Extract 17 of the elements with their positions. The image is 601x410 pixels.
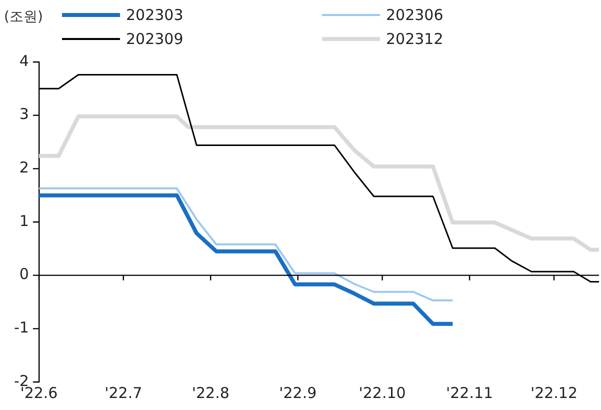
legend-label: 202312 xyxy=(386,30,444,48)
y-tick-label: -1 xyxy=(14,318,29,337)
y-tick-label: 4 xyxy=(19,52,29,70)
x-tick-label: '22.8 xyxy=(192,384,230,402)
x-tick-label: '22.10 xyxy=(358,384,406,402)
legend-label: 202309 xyxy=(126,30,184,48)
y-tick-label: 2 xyxy=(19,158,29,177)
y-tick-label: 0 xyxy=(19,265,29,284)
x-tick-label: '22.9 xyxy=(279,384,317,402)
x-tick-label: '22.12 xyxy=(530,384,578,402)
x-tick-label: '22.7 xyxy=(104,384,142,402)
legend-label: 202303 xyxy=(126,6,184,24)
legend-label: 202306 xyxy=(386,6,444,24)
x-tick-label: '22.11 xyxy=(446,384,494,402)
y-axis-title: (조원) xyxy=(4,8,43,26)
y-tick-label: 1 xyxy=(19,212,29,230)
y-tick-label: 3 xyxy=(19,105,29,124)
